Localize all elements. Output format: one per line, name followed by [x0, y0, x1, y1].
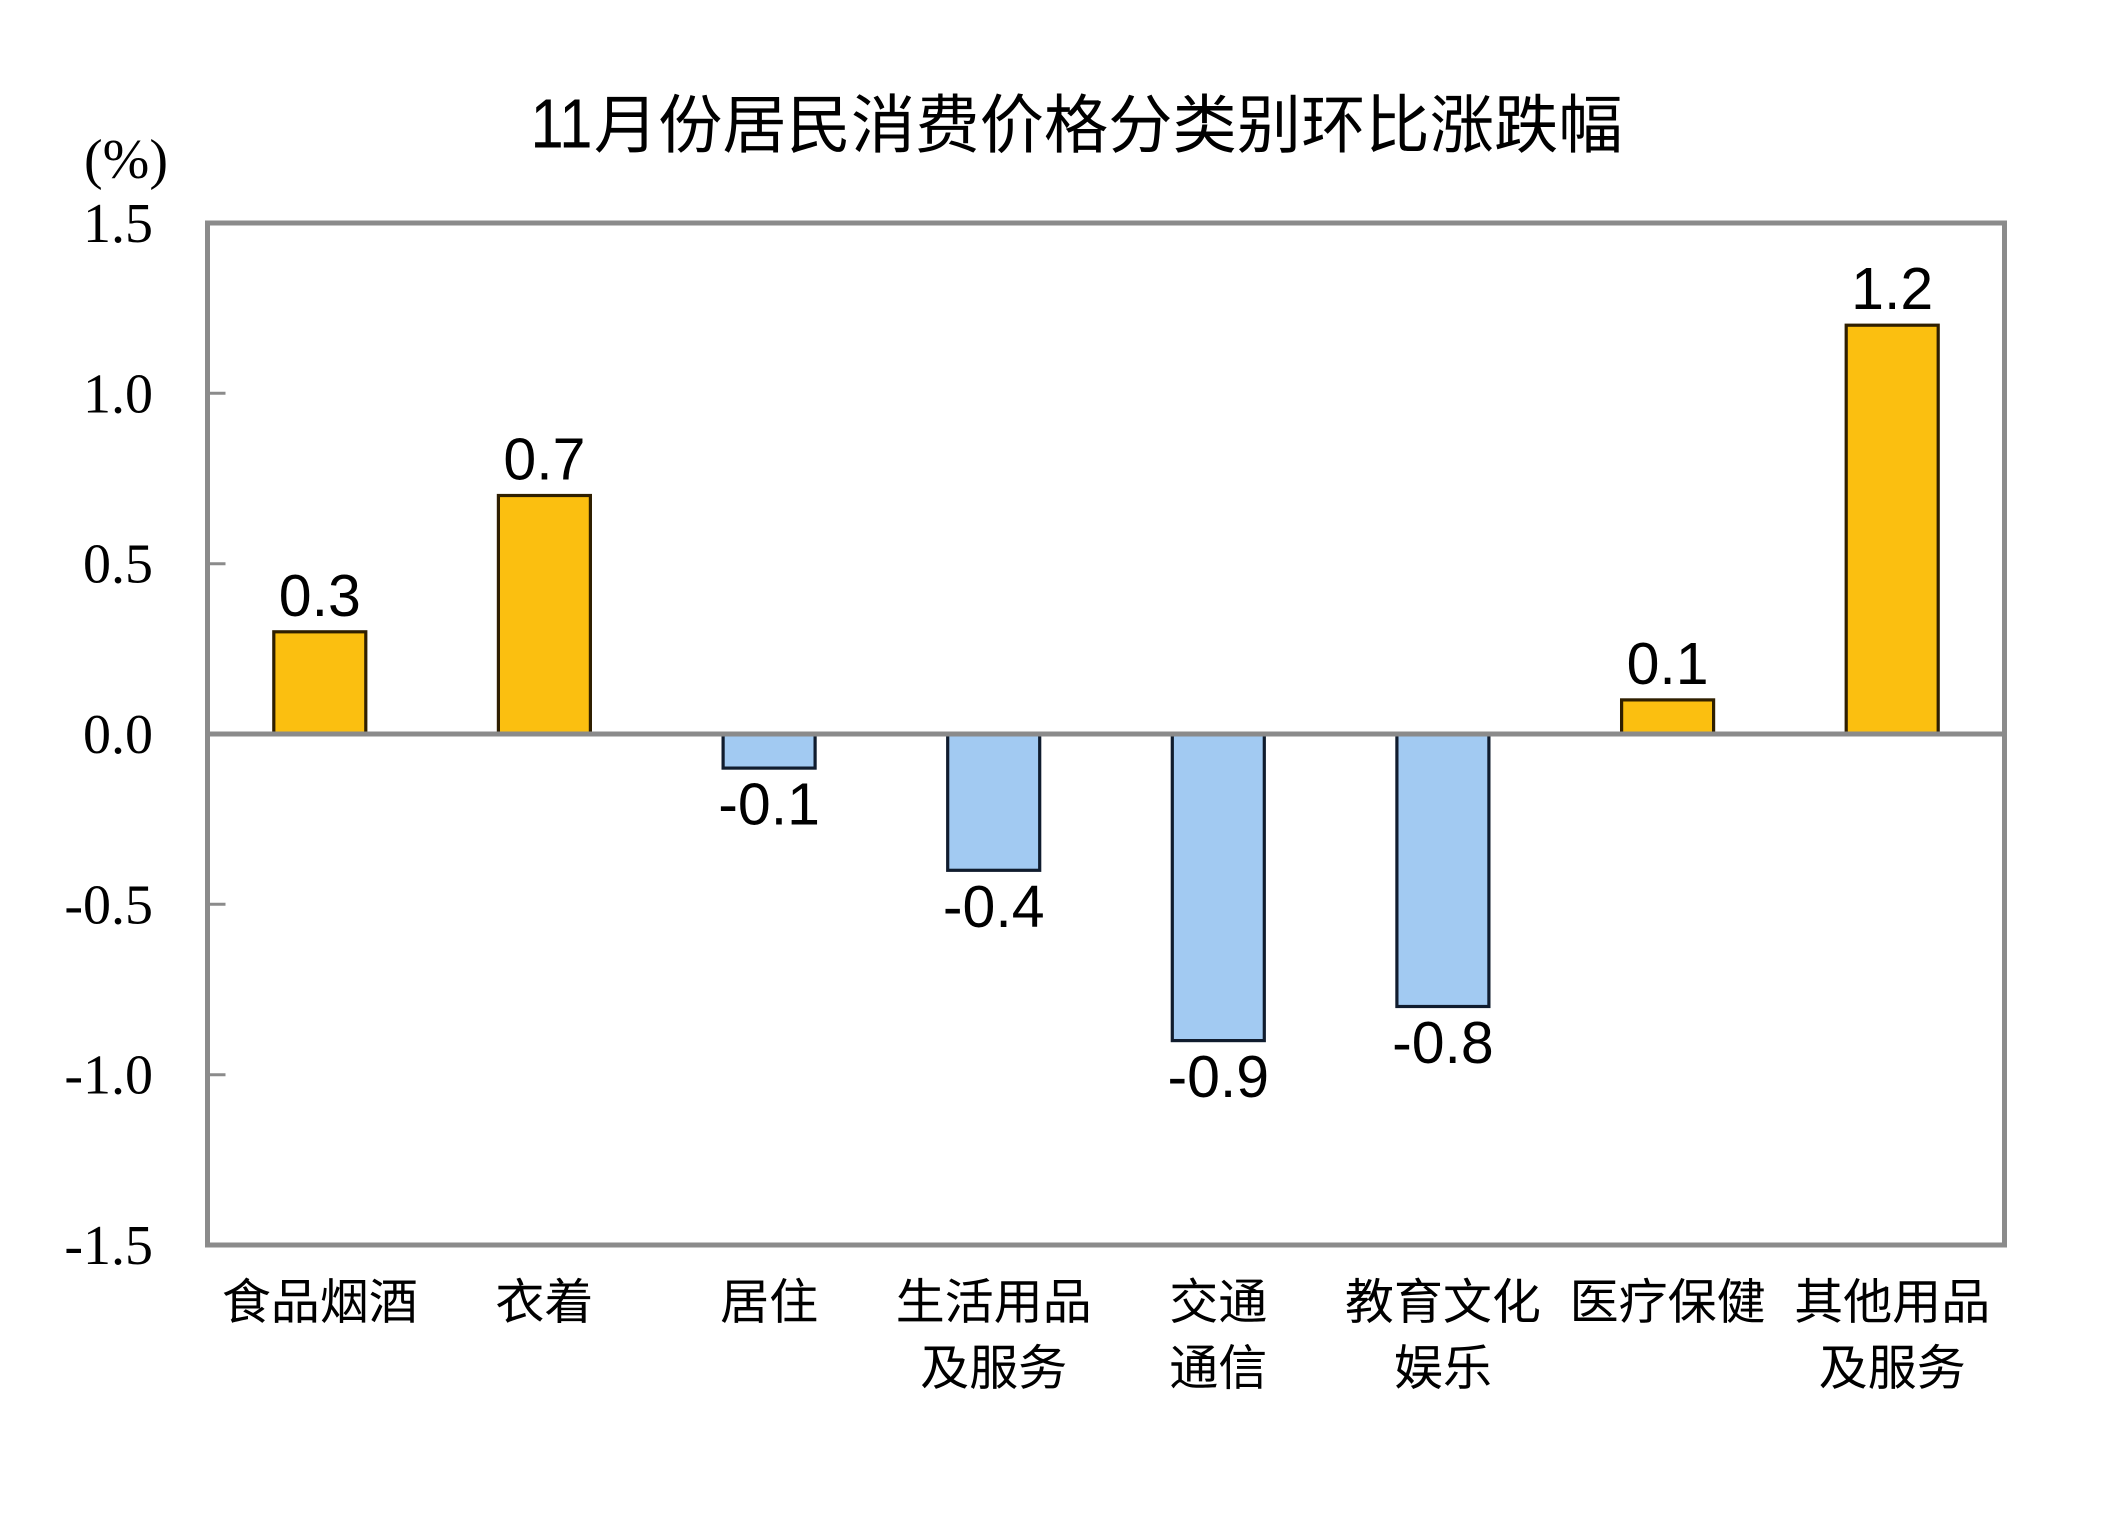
- svg-text:0.7: 0.7: [503, 427, 585, 493]
- svg-text:-0.1: -0.1: [718, 772, 820, 838]
- svg-text:11: 11: [531, 85, 593, 163]
- svg-text:1.5: 1.5: [83, 193, 153, 255]
- svg-text:1.0: 1.0: [83, 363, 153, 425]
- svg-text:-1.5: -1.5: [64, 1215, 153, 1277]
- svg-text:-1.0: -1.0: [64, 1045, 153, 1107]
- svg-text:0.5: 0.5: [83, 534, 153, 596]
- svg-text:1.2: 1.2: [1851, 256, 1933, 322]
- svg-text:(%): (%): [84, 129, 168, 191]
- svg-text:-0.5: -0.5: [64, 874, 153, 936]
- svg-text:-0.9: -0.9: [1167, 1044, 1269, 1110]
- svg-text:0.1: 0.1: [1627, 631, 1709, 697]
- svg-text:0.3: 0.3: [279, 563, 361, 629]
- svg-text:-0.8: -0.8: [1392, 1010, 1494, 1076]
- svg-text:0.0: 0.0: [83, 704, 153, 766]
- svg-text:-0.4: -0.4: [943, 874, 1045, 940]
